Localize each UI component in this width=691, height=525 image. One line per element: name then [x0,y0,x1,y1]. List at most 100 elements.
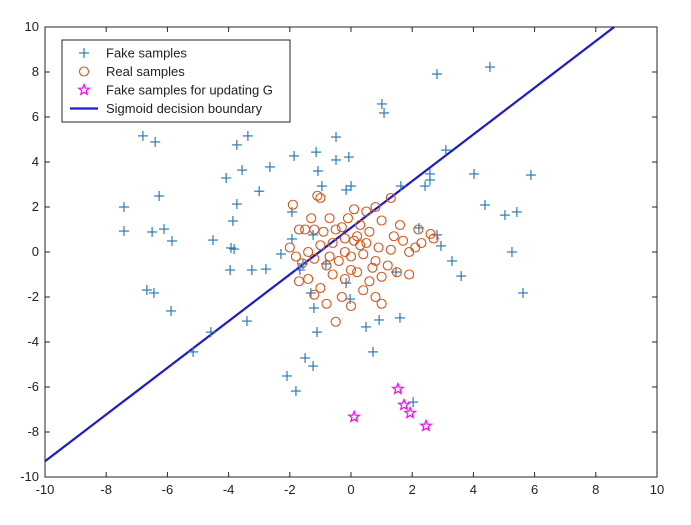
x-tick-label: 6 [531,482,538,497]
y-tick-label: 10 [25,19,39,34]
real-sample-point [404,246,415,258]
fake-sample-point [231,199,242,210]
y-tick-label: 8 [32,64,39,79]
y-tick-label: -8 [27,424,39,439]
fake-sample-point [331,132,342,143]
real-sample-point [315,192,326,204]
real-sample-point [364,276,375,287]
legend-label: Real samples [106,64,185,79]
fake-sample-point [379,107,390,118]
update-g-sample-point [390,381,405,395]
real-sample-point [315,282,326,294]
legend-item: Fake samples for updating G [77,82,273,98]
fake-sample-point [308,303,319,314]
real-sample-point [290,251,301,262]
x-tick-label: -2 [284,482,296,497]
real-sample-point [296,258,308,269]
x-tick-label: 2 [409,482,416,497]
fake-sample-point [308,361,319,372]
real-sample-point [336,222,347,233]
real-sample-point [367,262,378,273]
fake-sample-point [221,172,232,183]
legend-item: Fake samples [79,46,187,61]
real-sample-point [330,316,341,327]
real-sample-point [391,267,402,278]
y-tick-label: -6 [27,379,39,394]
real-sample-point [336,291,347,303]
real-sample-point [370,255,381,267]
real-sample-point [355,219,366,231]
fake-sample-point [469,168,480,179]
fake-sample-point [282,370,293,381]
real-sample-point [345,264,357,276]
fake-sample-point [395,181,406,192]
real-sample-point [333,255,344,267]
fake-sample-point [431,69,442,80]
real-sample-point [352,267,363,278]
fake-sample-point [260,264,271,275]
x-tick-label: -6 [162,482,174,497]
real-sample-point [361,237,372,249]
real-sample-point [397,235,409,246]
fake-sample-point [424,175,435,185]
real-sample-point [345,251,357,262]
legend-item: Real samples [78,64,185,79]
fake-sample-point [376,98,387,109]
fake-sample-point [374,314,385,325]
real-sample-point [358,249,369,260]
fake-sample-point [435,240,446,251]
real-sample-point [342,213,353,224]
fake-sample-point [456,271,467,282]
real-sample-point [376,271,387,282]
update-g-sample-point [403,405,417,419]
fake-sample-point [290,386,301,397]
y-tick-label: -4 [27,334,39,349]
legend-box [61,39,291,123]
real-sample-point [413,224,424,235]
real-sample-point [293,276,305,287]
fake-sample-point [242,130,253,141]
legend-marker-swatch [77,82,91,96]
update-g-sample-point [419,418,433,432]
fake-sample-point [440,145,451,156]
real-sample-point [345,300,357,312]
real-sample-point [309,253,320,264]
fake-sample-point [511,206,522,217]
fake-sample-point [166,305,177,316]
fake-sample-point [137,130,148,141]
real-sample-point [370,291,381,303]
x-tick-label: 8 [592,482,599,497]
legend-item: Sigmoid decision boundary [70,101,263,116]
real-sample-point [355,240,366,251]
real-sample-point [404,269,415,280]
fake-sample-point [341,184,352,195]
y-tick-label: 2 [32,199,39,214]
real-sample-point [376,215,387,226]
legend-label: Sigmoid decision boundary [106,101,263,116]
fake-sample-point [225,265,236,275]
fake-sample-point [154,190,165,201]
fake-sample-point [312,327,323,338]
fake-sample-point [205,327,216,338]
real-sample-point [428,233,439,244]
real-sample-point [394,219,406,231]
legend-label: Fake samples for updating G [106,83,273,98]
fake-sample-point [345,294,356,305]
legend-marker-swatch [78,66,90,77]
fake-sample-point [308,229,319,240]
real-sample-point [370,201,381,213]
real-sample-point [287,199,298,210]
real-sample-point [327,237,338,249]
y-tick-label: 0 [32,244,39,259]
x-tick-label: 10 [650,482,664,497]
fake-sample-point [237,165,248,176]
real-sample-point [315,240,326,251]
fake-sample-point [499,210,510,221]
legend-marker-swatch [79,48,89,58]
x-tick-label: 4 [470,482,477,497]
real-sample-point [349,204,360,215]
real-sample-point [309,289,320,300]
fake-sample-point [286,233,297,244]
real-sample-point [312,190,323,201]
fake-sample-point [300,352,311,363]
